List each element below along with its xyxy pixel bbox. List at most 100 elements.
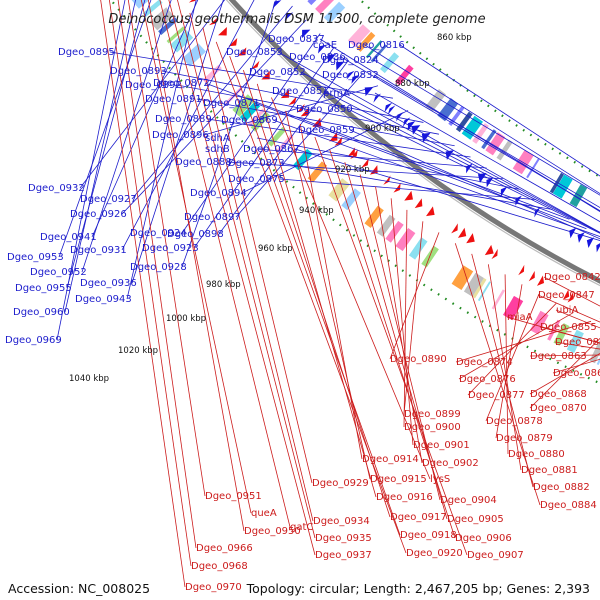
leader-line [495,284,523,439]
feature-block-outer [131,0,150,9]
forward-strand-gene-arrow [534,207,541,218]
leader-line [254,102,587,230]
forward-gene-label: Dgeo_0892 [125,80,182,91]
leader-line [229,55,401,536]
leader-line [256,137,520,190]
reverse-strand-gene-arrow [491,248,498,260]
forward-gene-label: Dgeo_0927 [80,194,137,205]
reverse-strand-gene-arrow [536,275,545,286]
leader-line [215,41,407,554]
reverse-strand-gene-arrow [484,244,494,256]
feature-block-outer [267,126,287,147]
leader-line [454,243,541,506]
reverse-gene-label: Dgeo_0915 [370,474,427,485]
feature-block-outer [408,237,428,260]
feature-block-inner [472,123,489,144]
forward-gene-label: sdhA [205,133,230,144]
reverse-gene-label: Dgeo_0904 [440,495,497,506]
leader-line [81,0,172,273]
leader-line [181,0,277,268]
feature-block-outer [158,16,178,35]
forward-gene-label: Dgeo_0852 [249,67,306,78]
leader-line [64,0,136,313]
reverse-strand-gene-arrow [528,270,535,282]
feature-block-outer [142,0,163,17]
leader-line [471,253,534,488]
genome-title: Deinococcus geothermalis DSM 11300, comp… [108,12,485,27]
feature-block-inner [380,52,400,74]
label-leader-lines [56,0,600,588]
genome-backbone-edge [225,0,600,287]
leader-line [226,161,503,180]
genome-backbone [228,0,600,284]
forward-gene-label: Dgeo_0850 [296,104,353,115]
leader-line [329,149,456,539]
reverse-gene-label: Dgeo_0916 [376,492,433,503]
kbp-tick-label: 860 kbp [437,33,472,43]
feature-block-outer [166,26,186,44]
accession-text: Accession: NC_008025 [8,581,151,596]
reverse-gene-label: Dgeo_0902 [422,458,479,469]
forward-gene-label: Dgeo_0871 [203,98,260,109]
feature-block-outer [451,265,474,290]
reverse-strand-gene-arrow [250,60,260,70]
gc-dot-ring [109,0,600,385]
leader-line [127,0,206,497]
leader-line [487,264,522,471]
forward-gene-label: prmA [323,88,350,99]
leader-line [168,0,316,556]
feature-block-outer [566,329,584,354]
reverse-gene-label: Dgeo_0884 [540,500,597,511]
feature-block-inner [552,174,573,199]
kbp-tick-label: 1040 kbp [69,374,109,384]
leader-line [323,90,600,234]
reverse-gene-label: Dgeo_0968 [191,561,248,572]
reverse-gene-label: Dgeo_0863 [530,351,587,362]
reverse-strand-gene-arrow [288,96,297,106]
forward-strand-gene-arrow [351,74,360,84]
reverse-gene-label: Dgeo_0870 [530,403,587,414]
forward-gene-label: Dgeo_0837 [268,34,325,45]
forward-gene-label: Dgeo_0891 [145,94,202,105]
leader-line [294,148,600,241]
feature-block-outer [170,30,194,53]
leader-line [256,83,377,498]
reverse-strand-gene-arrow [208,17,218,26]
feature-block-inner [481,129,497,150]
leader-line [299,123,363,460]
forward-strand-gene-arrow [596,243,600,253]
reverse-gene-label: Dgeo_0877 [468,390,525,401]
forward-gene-label: Dgeo_0960 [13,307,70,318]
reverse-gene-label: Dgeo_0842 [544,272,600,283]
reverse-gene-label: Dgeo_0907 [467,550,524,561]
kbp-ticks: 860 kbp 880 kbp 900 kbp 920 kbp 940 kbp 960 k… [69,33,472,384]
feature-block-outer [328,178,351,202]
leader-line [177,0,316,539]
forward-gene-label: Dgeo_0832 [322,70,379,81]
forward-gene-label: coaE [313,40,337,51]
reverse-strand-gene-arrow [466,233,475,244]
leader-line [539,326,600,344]
leader-line [121,0,255,251]
reverse-gene-label: ubiA [556,305,578,316]
leader-line [181,33,321,234]
reverse-gene-label: Dgeo_0934 [313,516,370,527]
reverse-gene-label: Dgeo_0874 [456,357,513,368]
leader-line [206,118,471,158]
leader-line [529,353,600,395]
feature-block-outer [341,188,361,211]
leader-line [552,358,600,374]
reverse-gene-label: Dgeo_0878 [486,416,543,427]
reverse-gene-label: Dgeo_0935 [315,533,372,544]
reverse-gene-label: lysS [430,474,450,485]
forward-strand-gene-arrow [317,44,327,54]
leader-line [543,276,600,307]
leader-line [218,59,349,235]
forward-strand-gene-arrow [302,29,311,39]
reverse-strand-gene-arrow [312,117,322,127]
reverse-gene-label: Dgeo_0966 [196,543,253,554]
reverse-strand-gene-arrow [361,158,369,168]
reverse-gene-label: Dgeo_0879 [496,433,553,444]
forward-gene-label: Dgeo_0955 [15,283,72,294]
